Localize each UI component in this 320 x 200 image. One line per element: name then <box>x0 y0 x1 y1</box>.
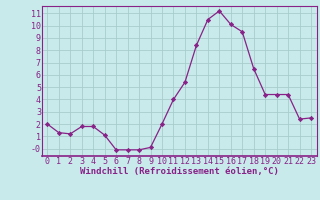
X-axis label: Windchill (Refroidissement éolien,°C): Windchill (Refroidissement éolien,°C) <box>80 167 279 176</box>
